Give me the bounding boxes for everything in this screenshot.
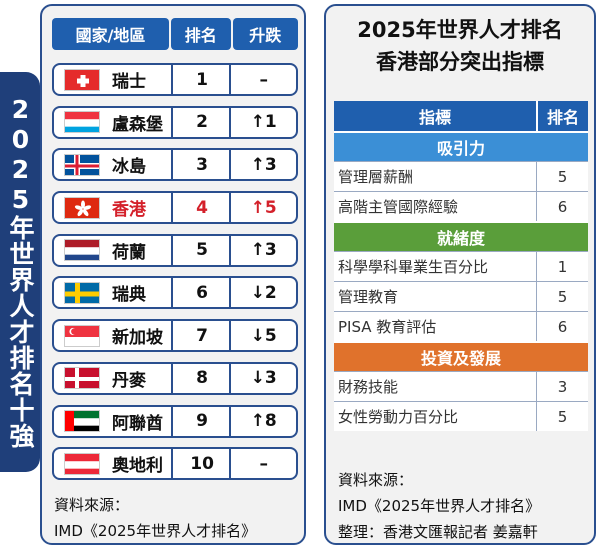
country-name: 瑞典 — [112, 285, 146, 306]
header-change: 升跌 — [232, 18, 298, 50]
rank-change: ↓3 — [250, 368, 277, 389]
country-rank: 2 — [196, 112, 208, 133]
indicator-row: 高階主管國際經驗 6 — [334, 191, 588, 221]
source-text: IMD《2025年世界人才排名》 — [338, 497, 541, 515]
panel-title: 2025年世界人才排名 香港部分突出指標 — [326, 14, 594, 78]
title-line-1: 2025年世界人才排名 — [357, 18, 563, 42]
indicator-name: 高階主管國際經驗 — [338, 198, 459, 216]
category-attractiveness: 吸引力 — [334, 131, 588, 161]
indicator-rank: 6 — [536, 312, 588, 341]
country-rank: 4 — [196, 197, 208, 218]
indicator-name: 管理層薪酬 — [338, 168, 414, 186]
indicator-rank: 1 — [536, 252, 588, 281]
country-rank: 8 — [196, 368, 208, 389]
rank-change: ↓5 — [250, 325, 277, 346]
source-note: 資料來源： IMD《2025年世界人才排名》 — [54, 492, 256, 544]
country-rank: 9 — [196, 411, 208, 431]
ranking-row-highlight: 香港 4 ↑5 — [52, 191, 298, 225]
country-rank: 7 — [196, 325, 208, 346]
title-line-2: 香港部分突出指標 — [376, 50, 544, 74]
ranking-row: 冰島 3 ↑3 — [52, 148, 298, 182]
header-rank: 排名 — [536, 101, 588, 131]
singapore-flag — [64, 324, 100, 347]
ranking-row: 瑞典 6 ↓2 — [52, 276, 298, 310]
iceland-flag — [64, 153, 100, 176]
rank-change: ↓2 — [250, 282, 277, 303]
rank-change: ↑1 — [250, 112, 277, 133]
ranking-row: 瑞士 1 – — [52, 63, 298, 96]
indicator-rank: 6 — [536, 192, 588, 221]
indicator-name: PISA 教育評估 — [338, 318, 437, 336]
indicator-header: 指標 排名 — [334, 101, 588, 131]
rank-change: ↑8 — [250, 411, 277, 431]
switzerland-flag — [64, 68, 100, 91]
indicator-name: 女性勞動力百分比 — [338, 408, 459, 426]
ranking-row: 丹麥 8 ↓3 — [52, 361, 298, 395]
country-name: 奧地利 — [112, 456, 163, 477]
indicator-row: 管理層薪酬 5 — [334, 161, 588, 191]
ranking-rows: 瑞士 1 – 盧森堡 2 ↑1 冰島 3 ↑3 — [52, 63, 298, 490]
indicator-name: 財務技能 — [338, 378, 399, 396]
indicator-table: 指標 排名 吸引力 管理層薪酬 5 高階主管國際經驗 6 就緒度 科學學科畢業生… — [334, 101, 588, 431]
country-name: 阿聯酋 — [112, 413, 163, 434]
header-indicator: 指標 — [418, 108, 451, 127]
ranking-row: 奧地利 10 – — [52, 447, 298, 481]
country-name: 冰島 — [112, 157, 146, 178]
country-rank: 3 — [196, 154, 208, 175]
source-note: 資料來源： IMD《2025年世界人才排名》 整理：香港文匯報記者 姜嘉軒 — [338, 467, 540, 545]
rank-change: – — [259, 453, 268, 474]
ranking-row: 荷蘭 5 ↑3 — [52, 233, 298, 267]
netherlands-flag — [64, 239, 100, 262]
indicator-row: 女性勞動力百分比 5 — [334, 401, 588, 431]
country-name: 荷蘭 — [112, 242, 146, 263]
category-investment: 投資及發展 — [334, 341, 588, 371]
country-name: 香港 — [112, 200, 146, 221]
indicator-name: 管理教育 — [338, 288, 399, 306]
rank-change: ↑3 — [250, 240, 277, 261]
source-text: IMD《2025年世界人才排名》 — [54, 522, 257, 540]
country-rank: 1 — [196, 69, 208, 90]
indicator-rank: 5 — [536, 402, 588, 431]
indicator-rank: 3 — [536, 372, 588, 401]
indicator-row: PISA 教育評估 6 — [334, 311, 588, 341]
ranking-header: 國家/地區 排名 升跌 — [52, 18, 298, 50]
uae-flag — [64, 410, 100, 432]
sweden-flag — [64, 281, 100, 304]
header-country: 國家/地區 — [52, 18, 170, 50]
indicator-row: 科學學科畢業生百分比 1 — [334, 251, 588, 281]
indicator-row: 管理教育 5 — [334, 281, 588, 311]
country-name: 盧森堡 — [112, 114, 163, 135]
country-rank: 6 — [196, 282, 208, 303]
country-name: 丹麥 — [112, 370, 146, 391]
denmark-flag — [64, 367, 100, 390]
country-name: 瑞士 — [112, 72, 146, 92]
header-rank: 排名 — [171, 18, 231, 50]
indicator-row: 財務技能 3 — [334, 371, 588, 401]
country-name: 新加坡 — [112, 328, 163, 349]
country-rank: 10 — [190, 453, 214, 474]
luxembourg-flag — [64, 111, 100, 134]
source-label: 資料來源： — [54, 496, 130, 514]
rank-change: ↑5 — [250, 197, 277, 218]
credit-text: 整理：香港文匯報記者 姜嘉軒 — [338, 523, 538, 541]
ranking-row: 阿聯酋 9 ↑8 — [52, 404, 298, 438]
rank-change: – — [259, 69, 268, 90]
country-rank: 5 — [196, 240, 208, 261]
rank-change: ↑3 — [250, 154, 277, 175]
vertical-title: 2025年世界人才排名十強 — [0, 72, 40, 472]
hong-kong-flag — [64, 196, 100, 219]
ranking-row: 新加坡 7 ↓5 — [52, 319, 298, 353]
category-readiness: 就緒度 — [334, 221, 588, 251]
austria-flag — [64, 452, 100, 475]
indicator-rank: 5 — [536, 282, 588, 311]
ranking-row: 盧森堡 2 ↑1 — [52, 105, 298, 139]
indicator-name: 科學學科畢業生百分比 — [338, 258, 489, 276]
indicator-rank: 5 — [536, 162, 588, 191]
indicator-panel: 2025年世界人才排名 香港部分突出指標 指標 排名 吸引力 管理層薪酬 5 高… — [324, 4, 596, 545]
ranking-panel: 國家/地區 排名 升跌 瑞士 1 – 盧森堡 2 ↑1 — [40, 4, 306, 545]
source-label: 資料來源： — [338, 471, 414, 489]
